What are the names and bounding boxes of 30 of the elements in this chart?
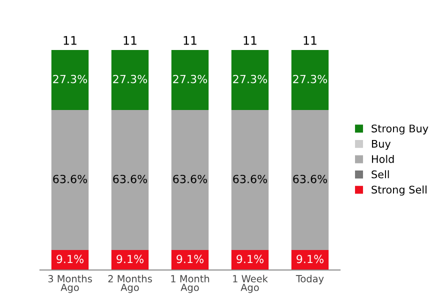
- x-tick-label: Today: [296, 274, 324, 284]
- annotation: 11: [64, 36, 76, 45]
- data-label: 27.3%: [173, 74, 208, 84]
- data-label: 9.1%: [296, 254, 324, 264]
- legend-label: Hold: [372, 154, 394, 164]
- data-label: 63.6%: [113, 174, 148, 184]
- data-label: 27.3%: [113, 74, 148, 84]
- data-label: 63.6%: [53, 174, 88, 184]
- data-label: 63.6%: [173, 174, 208, 184]
- legend-label: Strong Buy: [372, 124, 428, 134]
- x-tick-label: 1 Month Ago: [171, 274, 210, 293]
- annotation: 11: [244, 36, 256, 45]
- x-tick-label: 2 Months Ago: [108, 274, 152, 293]
- legend-label: Sell: [372, 170, 389, 178]
- data-label: 27.3%: [53, 74, 88, 84]
- annotation: 11: [124, 36, 136, 45]
- x-tick-label: 3 Months Ago: [48, 274, 92, 293]
- data-label: 9.1%: [176, 254, 204, 264]
- annotation: 11: [304, 36, 316, 45]
- data-label: 9.1%: [236, 254, 264, 264]
- data-label: 27.3%: [293, 74, 328, 84]
- legend-label: Buy: [372, 140, 391, 150]
- annotation: 11: [184, 36, 196, 45]
- data-label: 9.1%: [56, 254, 84, 264]
- data-label: 9.1%: [116, 254, 144, 264]
- data-label: 63.6%: [293, 174, 328, 184]
- data-label: 27.3%: [233, 74, 268, 84]
- x-tick-label: 1 Week Ago: [233, 274, 268, 293]
- data-label: 63.6%: [233, 174, 268, 184]
- legend-label: Strong Sell: [372, 186, 426, 196]
